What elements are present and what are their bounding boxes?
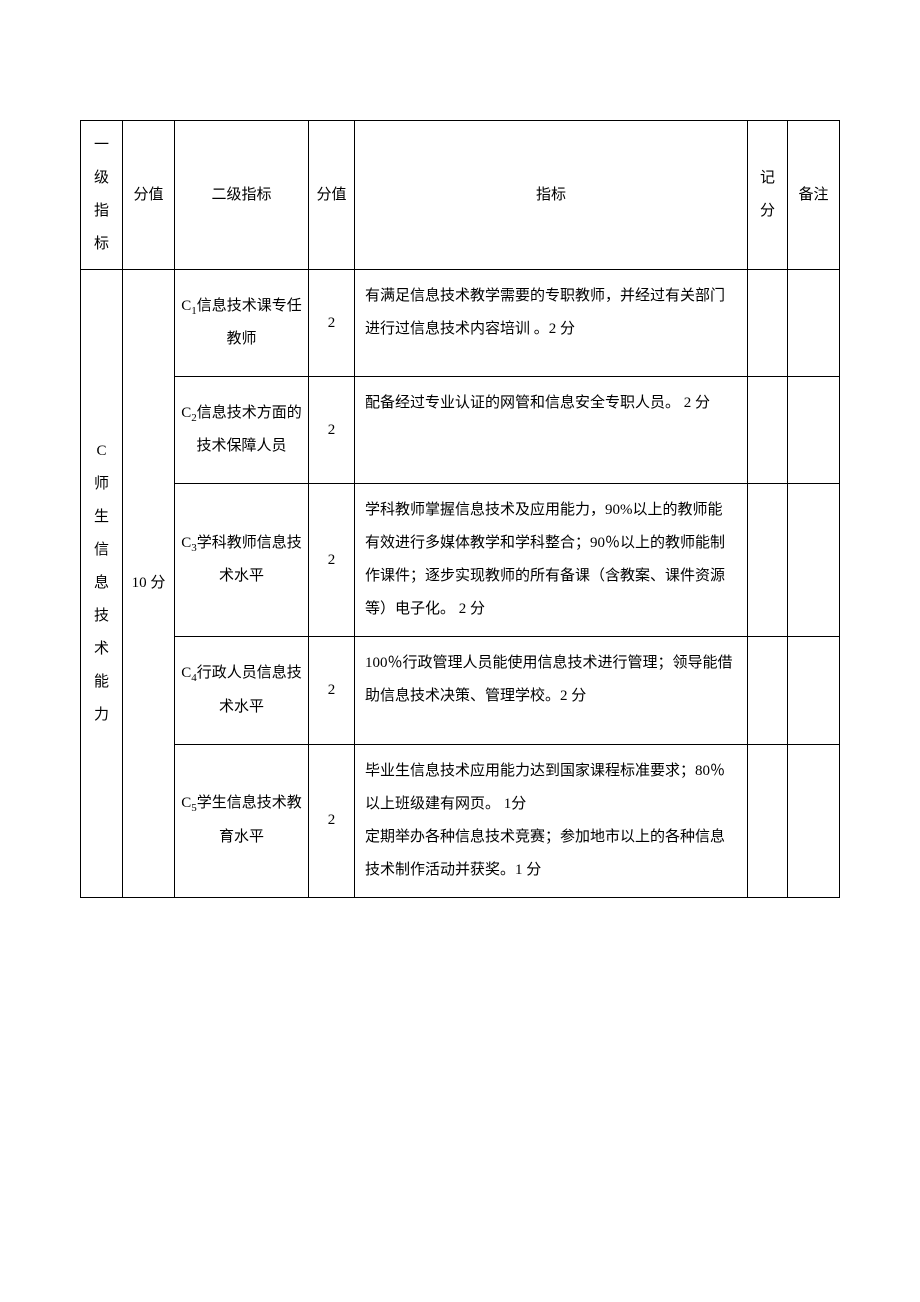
indicator-cell: 有满足信息技术教学需要的专职教师，并经过有关部门进行过信息技术内容培训 。2 分 [355,270,748,377]
remark-cell [788,270,840,377]
level2-score-cell: 2 [309,484,355,637]
record-cell [748,637,788,744]
header-level1: 一级指标 [81,121,123,270]
level2-cell: C5学生信息技术教育水平 [175,744,309,897]
table-row: C4行政人员信息技术水平2100％行政管理人员能使用信息技术进行管理；领导能借助… [81,637,840,744]
remark-cell [788,484,840,637]
header-indicator: 指标 [355,121,748,270]
level2-score-cell: 2 [309,377,355,484]
remark-cell [788,637,840,744]
level1-cell: C师生信息技术能力 [81,270,123,898]
table-row: C3学科教师信息技术水平2学科教师掌握信息技术及应用能力，90%以上的教师能有效… [81,484,840,637]
level2-score-cell: 2 [309,270,355,377]
level2-score-cell: 2 [309,637,355,744]
level2-score-cell: 2 [309,744,355,897]
table-row: C师生信息技术能力10 分C1信息技术课专任教师2有满足信息技术教学需要的专职教… [81,270,840,377]
header-remark: 备注 [788,121,840,270]
level2-cell: C4行政人员信息技术水平 [175,637,309,744]
indicator-cell: 配备经过专业认证的网管和信息安全专职人员。 2 分 [355,377,748,484]
indicator-cell: 学科教师掌握信息技术及应用能力，90%以上的教师能有效进行多媒体教学和学科整合；… [355,484,748,637]
header-score2: 分值 [309,121,355,270]
remark-cell [788,744,840,897]
evaluation-table: 一级指标 分值 二级指标 分值 指标 记分 备注 C师生信息技术能力10 分C1… [80,120,840,898]
header-record: 记分 [748,121,788,270]
level1-score-cell: 10 分 [123,270,175,898]
record-cell [748,744,788,897]
header-row: 一级指标 分值 二级指标 分值 指标 记分 备注 [81,121,840,270]
record-cell [748,484,788,637]
remark-cell [788,377,840,484]
record-cell [748,270,788,377]
indicator-cell: 100％行政管理人员能使用信息技术进行管理；领导能借助信息技术决策、管理学校。2… [355,637,748,744]
level2-cell: C2信息技术方面的技术保障人员 [175,377,309,484]
level2-cell: C1信息技术课专任教师 [175,270,309,377]
table-row: C2信息技术方面的技术保障人员2配备经过专业认证的网管和信息安全专职人员。 2 … [81,377,840,484]
table-row: C5学生信息技术教育水平2毕业生信息技术应用能力达到国家课程标准要求；80％以上… [81,744,840,897]
header-level2: 二级指标 [175,121,309,270]
indicator-cell: 毕业生信息技术应用能力达到国家课程标准要求；80％以上班级建有网页。 1分定期举… [355,744,748,897]
level2-cell: C3学科教师信息技术水平 [175,484,309,637]
header-score1: 分值 [123,121,175,270]
record-cell [748,377,788,484]
